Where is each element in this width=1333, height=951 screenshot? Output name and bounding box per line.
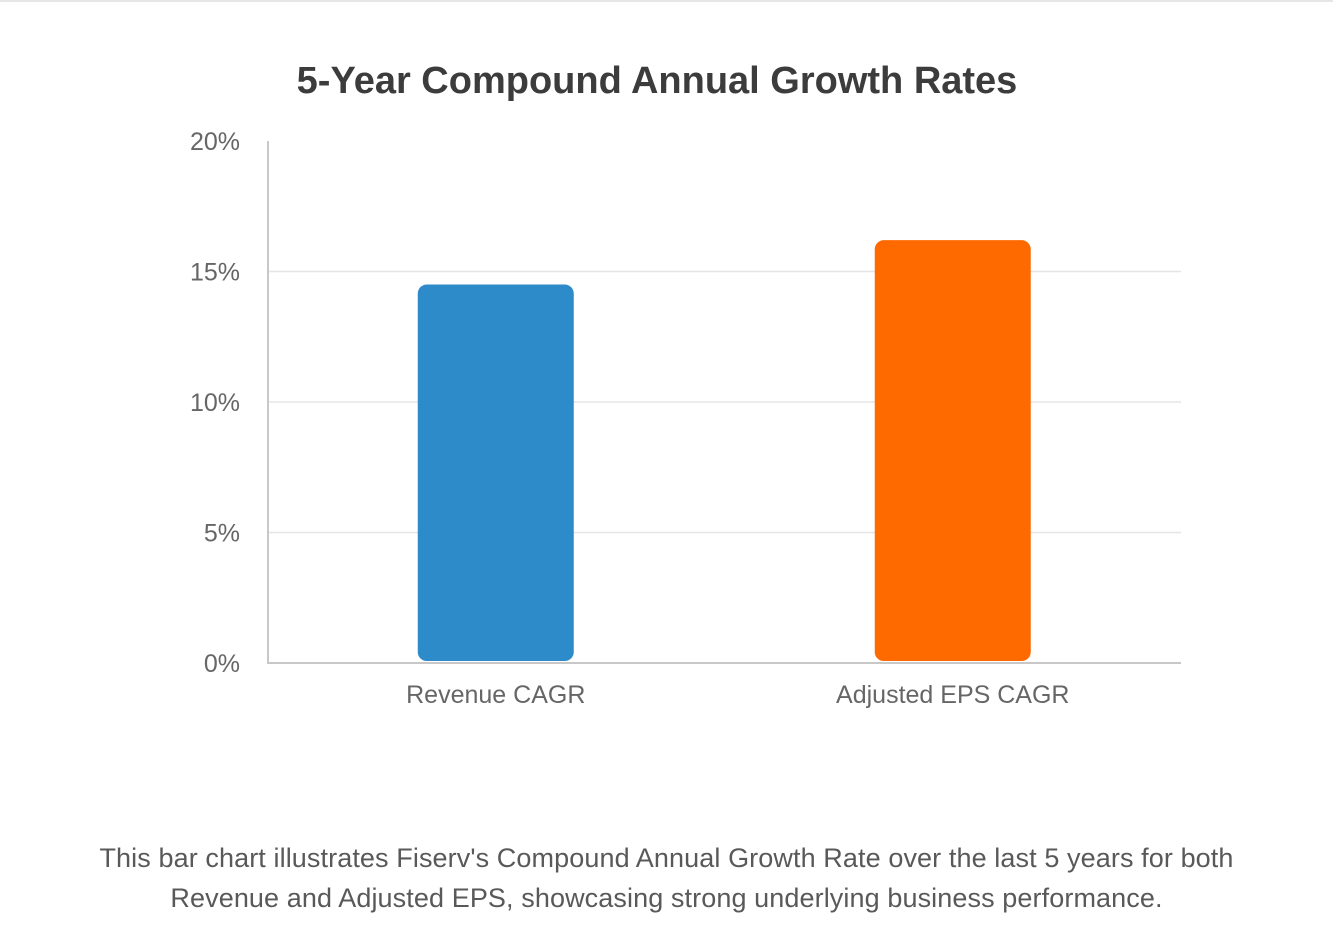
x-axis-ticks: Revenue CAGR Adjusted EPS CAGR [406, 681, 1069, 709]
bar-revenue-cagr [417, 284, 574, 661]
y-tick-label: 15% [190, 259, 240, 287]
y-axis-ticks: 0% 5% 10% 15% 20% [190, 128, 240, 678]
y-tick-label: 20% [190, 128, 240, 156]
y-tick-label: 10% [190, 389, 240, 417]
gridlines [268, 270, 1181, 534]
chart-title: 5-Year Compound Annual Growth Rates [297, 60, 1018, 102]
caption-line-1: This bar chart illustrates Fiserv's Comp… [99, 843, 1234, 873]
y-tick-label: 0% [204, 650, 240, 678]
x-tick-label: Revenue CAGR [406, 681, 585, 709]
chart-caption: This bar chart illustrates Fiserv's Comp… [0, 838, 1333, 918]
bar-adjusted-eps-cagr [874, 240, 1031, 661]
caption-line-2: Revenue and Adjusted EPS, showcasing str… [170, 883, 1163, 913]
top-divider [0, 0, 1333, 2]
bar-chart: 5-Year Compound Annual Growth Rates 0% 5%… [190, 60, 1181, 709]
y-tick-label: 5% [204, 520, 240, 548]
x-tick-label: Adjusted EPS CAGR [836, 681, 1069, 709]
bars [417, 240, 1031, 661]
